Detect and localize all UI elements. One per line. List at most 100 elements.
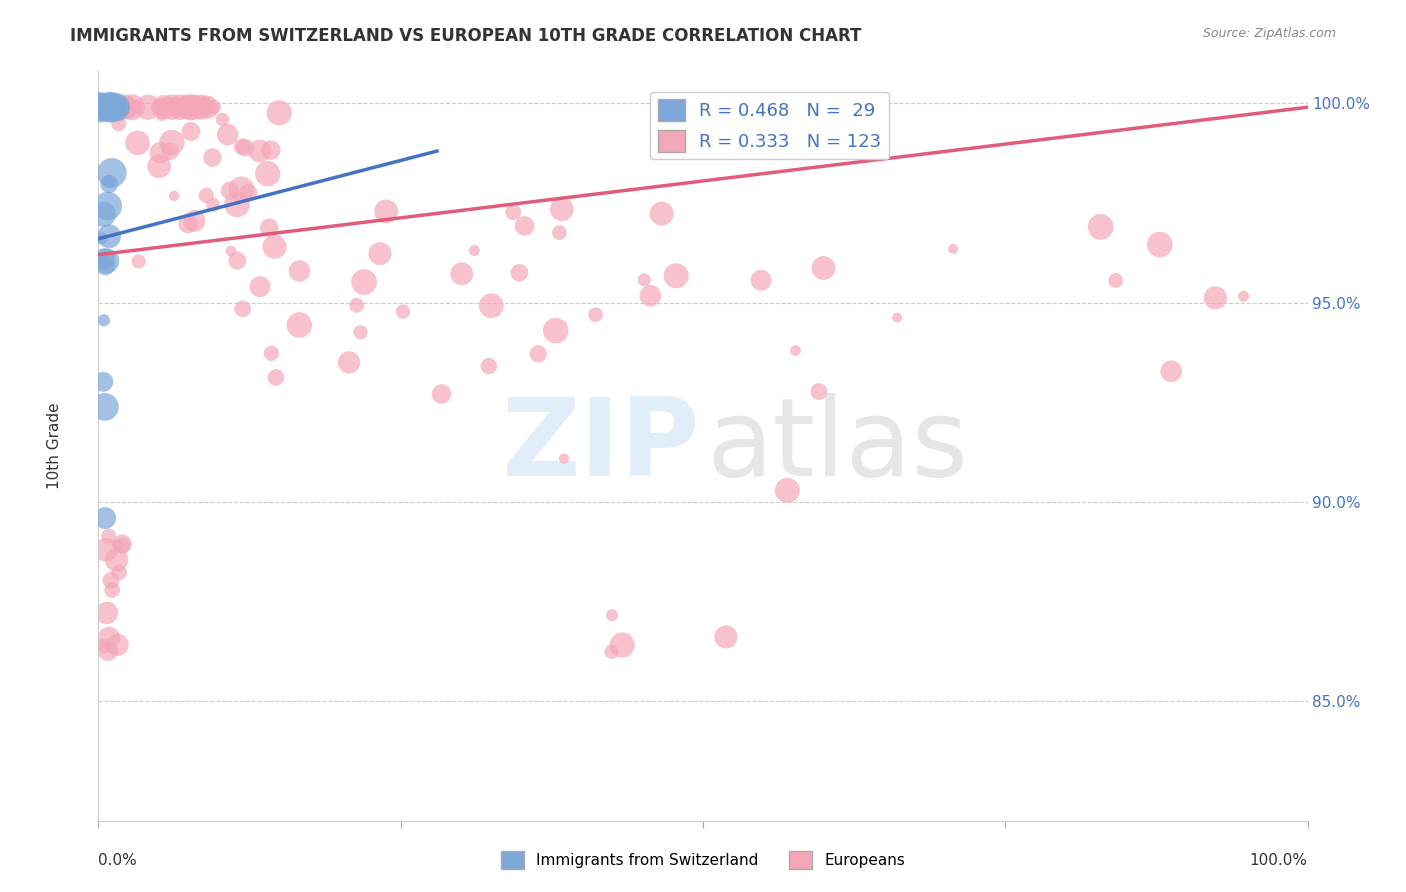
Point — [94, 542, 117, 557]
Point — [128, 254, 150, 268]
Point — [191, 100, 214, 114]
Point — [101, 100, 124, 114]
Point — [807, 384, 830, 399]
Point — [93, 639, 115, 653]
Point — [256, 167, 278, 181]
Point — [527, 347, 550, 361]
Point — [101, 166, 124, 180]
Text: IMMIGRANTS FROM SWITZERLAND VS EUROPEAN 10TH GRADE CORRELATION CHART: IMMIGRANTS FROM SWITZERLAND VS EUROPEAN … — [70, 27, 862, 45]
Point — [183, 214, 205, 228]
Point — [97, 174, 120, 188]
Point — [166, 100, 188, 114]
Point — [1204, 291, 1226, 305]
Text: atlas: atlas — [707, 393, 969, 499]
Point — [392, 304, 415, 318]
Point — [257, 220, 280, 235]
Point — [98, 100, 121, 114]
Point — [150, 108, 173, 122]
Point — [232, 301, 254, 316]
Point — [1105, 273, 1128, 287]
Point — [136, 100, 159, 114]
Point — [111, 539, 134, 553]
Point — [107, 100, 129, 114]
Point — [886, 310, 908, 325]
Point — [104, 100, 127, 114]
Point — [430, 387, 453, 401]
Point — [231, 182, 253, 196]
Point — [1149, 237, 1171, 252]
Point — [101, 583, 124, 598]
Point — [177, 217, 200, 231]
Point — [508, 266, 530, 280]
Point — [1233, 289, 1256, 303]
Legend: R = 0.468   N =  29, R = 0.333   N = 123: R = 0.468 N = 29, R = 0.333 N = 123 — [651, 92, 889, 159]
Point — [190, 100, 212, 114]
Point — [121, 100, 143, 114]
Point — [600, 645, 623, 659]
Point — [183, 100, 205, 114]
Point — [479, 299, 502, 313]
Point — [226, 197, 249, 211]
Point — [349, 326, 371, 340]
Point — [202, 100, 225, 114]
Point — [97, 529, 120, 543]
Point — [180, 100, 202, 114]
Point — [288, 318, 311, 332]
Point — [450, 267, 472, 281]
Point — [127, 136, 149, 150]
Legend: Immigrants from Switzerland, Europeans: Immigrants from Switzerland, Europeans — [495, 845, 911, 875]
Point — [89, 100, 111, 114]
Point — [111, 537, 134, 551]
Point — [149, 145, 172, 160]
Point — [231, 140, 253, 154]
Y-axis label: 10th Grade: 10th Grade — [48, 402, 62, 490]
Point — [94, 400, 117, 414]
Point — [98, 229, 121, 244]
Point — [94, 259, 117, 273]
Point — [108, 100, 131, 114]
Point — [187, 100, 209, 114]
Point — [159, 145, 181, 159]
Point — [612, 638, 634, 652]
Point — [146, 100, 169, 114]
Point — [98, 631, 121, 645]
Point — [337, 355, 360, 369]
Text: ZIP: ZIP — [501, 393, 699, 499]
Point — [97, 100, 120, 114]
Point — [197, 100, 219, 114]
Point — [548, 226, 571, 240]
Point — [105, 553, 128, 567]
Point — [148, 159, 170, 173]
Point — [202, 198, 225, 212]
Text: 0.0%: 0.0% — [98, 854, 138, 868]
Point — [375, 204, 398, 219]
Point — [97, 100, 120, 114]
Point — [201, 151, 224, 165]
Point — [785, 343, 807, 358]
Point — [183, 100, 205, 114]
Point — [93, 100, 115, 114]
Point — [115, 100, 138, 114]
Point — [163, 189, 186, 203]
Point — [942, 242, 965, 256]
Point — [249, 144, 271, 158]
Point — [153, 100, 176, 114]
Point — [651, 206, 673, 220]
Point — [714, 630, 737, 644]
Point — [91, 100, 114, 114]
Point — [97, 199, 120, 213]
Text: 100.0%: 100.0% — [1250, 854, 1308, 868]
Point — [173, 100, 195, 114]
Point — [122, 100, 145, 114]
Point — [114, 100, 136, 114]
Point — [600, 608, 623, 623]
Point — [544, 324, 567, 338]
Point — [776, 483, 799, 498]
Point — [813, 260, 835, 275]
Point — [96, 253, 118, 268]
Point — [98, 177, 121, 191]
Point — [107, 638, 129, 652]
Point — [640, 289, 662, 303]
Point — [91, 375, 114, 389]
Point — [150, 100, 173, 114]
